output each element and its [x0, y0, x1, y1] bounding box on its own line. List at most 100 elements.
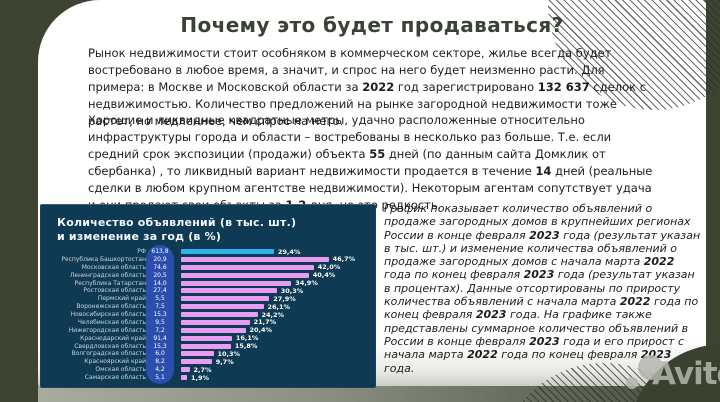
avito-watermark: Avito [616, 352, 720, 398]
avito-logo-circle-small [626, 377, 638, 389]
bar-track: 29,4% [181, 248, 370, 256]
growth-label: 42,0% [317, 263, 341, 272]
growth-bar [181, 264, 314, 270]
growth-label: 1,9% [191, 373, 210, 382]
count-value: 8,2 [155, 358, 165, 366]
bar-track: 2,7% [181, 366, 370, 374]
count-value: 4,2 [155, 366, 165, 374]
bar-track: 40,4% [181, 271, 370, 279]
growth-bar [181, 288, 277, 294]
growth-label: 9,7% [215, 357, 234, 366]
growth-bar [181, 272, 309, 278]
region-label: Новосибирская область [70, 311, 146, 318]
growth-label: 46,7% [332, 255, 356, 264]
region-label: Красноярский край [84, 358, 146, 366]
count-value: 15,3 [153, 342, 167, 350]
growth-label: 29,4% [277, 247, 301, 256]
growth-bar [181, 327, 246, 333]
region-label: Челябинская область [77, 318, 146, 326]
count-value: 5,5 [155, 295, 165, 303]
chart-row: Краснодарский край 91,4 16,1% [52, 334, 370, 342]
listings-bar-chart: Количество объявлений (в тыс. шт.) и изм… [40, 204, 376, 388]
avito-watermark-text: Avito [652, 356, 720, 392]
growth-label: 30,3% [280, 286, 304, 295]
chart-description-note: График показывает количество объявлений … [384, 202, 701, 375]
chart-row: Воронежская область 7,5 26,1% [52, 302, 370, 311]
count-value: 9,5 [155, 318, 165, 326]
growth-bar [181, 375, 187, 380]
bar-track: 15,8% [181, 342, 370, 350]
region-label: Нижегородская область [68, 326, 146, 334]
bar-track: 20,4% [181, 326, 370, 334]
count-column-pill [146, 245, 174, 384]
growth-bar [181, 304, 264, 310]
count-value: 74,6 [153, 263, 167, 271]
count-value: 15,3 [153, 311, 167, 318]
bar-track: 24,2% [181, 311, 370, 319]
chart-row: Московская область 74,6 42,0% [52, 263, 370, 271]
liquidity-paragraph: Хорошие и ликвидные квадратные метры, уд… [88, 113, 653, 212]
growth-bar [181, 351, 214, 357]
growth-label: 40,4% [312, 271, 336, 280]
growth-label: 20,4% [249, 326, 273, 335]
chart-row: Волгоградская область 6,0 10,3% [52, 350, 370, 358]
growth-bar [181, 296, 270, 302]
chart-row: Красноярский край 8,2 9,7% [52, 358, 370, 366]
chart-row: Омская область 4,2 2,7% [52, 366, 370, 374]
growth-label: 15,8% [234, 342, 258, 350]
chart-row: Нижегородская область 7,2 20,4% [52, 326, 370, 334]
bar-track: 34,9% [181, 279, 370, 287]
growth-bar [181, 312, 258, 317]
market-intro-paragraph: Рынок недвижимости стоит особняком в ком… [88, 46, 647, 128]
region-label: Самарская область [84, 374, 146, 381]
chart-title-line1: Количество объявлений (в тыс. шт.) [57, 216, 297, 229]
chart-row: Ленинградская область 20,5 40,4% [52, 271, 370, 279]
chart-title-line2: и изменение за год (в %) [57, 230, 222, 243]
growth-label: 27,9% [273, 294, 296, 303]
chart-row: Республика Башкортостан 20,9 46,7% [52, 255, 370, 264]
slide-title: Почему это будет продаваться? [180, 13, 564, 37]
bar-track: 16,1% [181, 334, 370, 342]
region-label: Ленинградская область [69, 271, 146, 279]
count-value: 6,0 [155, 350, 165, 358]
bar-track: 10,3% [181, 350, 370, 358]
growth-label: 16,1% [235, 334, 259, 343]
region-label: Свердловская область [74, 342, 146, 350]
bar-track: 9,7% [181, 358, 370, 366]
bar-track: 27,9% [181, 295, 370, 303]
avito-logo-circle-large [638, 355, 663, 380]
bar-track: 42,0% [181, 263, 370, 271]
growth-bar [181, 280, 292, 286]
count-value: 27,4 [153, 287, 167, 295]
chart-row: Ростовская область 27,4 30,3% [52, 286, 370, 295]
growth-label: 21,7% [253, 318, 277, 327]
count-value: 14,0 [153, 279, 167, 287]
growth-bar [181, 359, 212, 365]
growth-bar [181, 335, 232, 341]
growth-label: 26,1% [267, 302, 291, 311]
count-value: 20,5 [153, 271, 167, 279]
region-label: Московская область [81, 263, 146, 271]
region-label: Ростовская область [83, 287, 146, 295]
count-value: 7,2 [155, 326, 165, 334]
region-label: Краснодарский край [80, 334, 146, 342]
chart-title: Количество объявлений (в тыс. шт.) и изм… [57, 216, 296, 244]
growth-bar [181, 367, 190, 373]
chart-row: Новосибирская область 15,3 24,2% [52, 311, 370, 319]
growth-bar [181, 319, 250, 325]
growth-label: 2,7% [193, 365, 212, 374]
region-label: Волгоградская область [71, 350, 146, 358]
region-label: Воронежская область [76, 303, 146, 311]
region-label: Республика Башкортостан [61, 255, 146, 263]
chart-row: Свердловская область 15,3 15,8% [52, 342, 370, 350]
growth-bar [181, 249, 274, 254]
count-value: 20,9 [153, 255, 167, 263]
region-label: Пермский край [97, 295, 146, 303]
count-value: 7,5 [155, 303, 165, 311]
growth-bar [181, 343, 231, 349]
region-label: РФ [137, 248, 146, 255]
count-value: 5,1 [155, 374, 165, 381]
growth-label: 10,3% [217, 349, 241, 358]
growth-label: 24,2% [261, 310, 285, 319]
